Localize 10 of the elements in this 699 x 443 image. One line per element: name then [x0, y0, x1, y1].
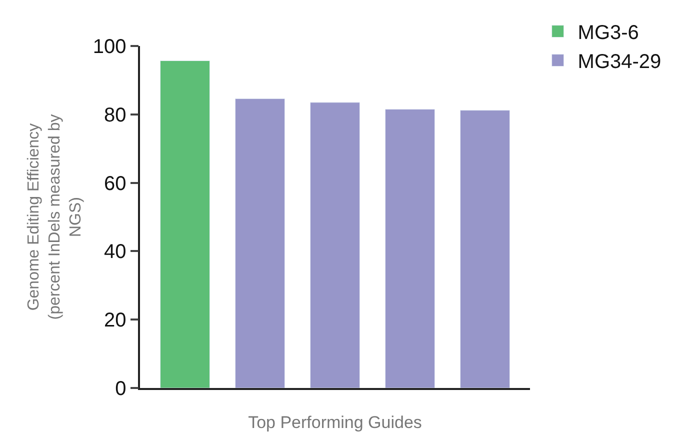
y-tick-label: 60 — [104, 172, 126, 195]
x-axis-title: Top Performing Guides — [248, 413, 422, 432]
y-tick-label: 0 — [115, 378, 126, 400]
y-tick-label: 20 — [104, 310, 126, 332]
y-tick-label: 40 — [104, 241, 126, 264]
legend-label: MG34-29 — [578, 51, 662, 74]
y-tick-label: 80 — [104, 104, 126, 126]
y-axis-title: Genome Editing Efficiency (percent InDels measured by NGS) — [26, 114, 84, 320]
y-tick-label: 100 — [92, 36, 126, 58]
legend-label: MG3-6 — [578, 22, 639, 44]
